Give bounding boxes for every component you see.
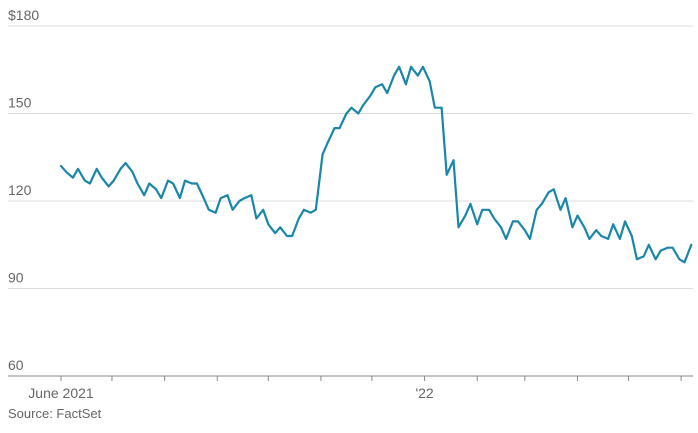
x-tick-label: June 2021 (28, 385, 94, 401)
price-series (59, 65, 693, 264)
source-note: Source: FactSet (8, 406, 102, 421)
y-axis-tick-labels: $180 150 120 90 60 (8, 7, 39, 373)
x-tick-label: '22 (415, 385, 433, 401)
y-tick-label: 120 (8, 182, 32, 198)
gridlines (8, 25, 693, 289)
price-line (59, 65, 693, 264)
x-axis: June 2021 '22 (8, 375, 693, 401)
y-tick-label: 150 (8, 95, 32, 111)
y-tick-label: 60 (8, 357, 24, 373)
y-tick-label: $180 (8, 7, 39, 23)
y-tick-label: 90 (8, 270, 24, 286)
